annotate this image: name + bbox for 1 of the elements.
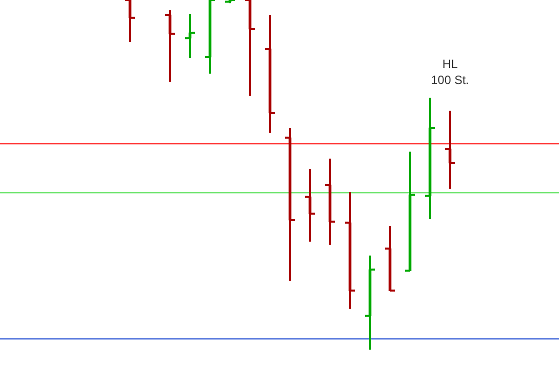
- annotation: HL 100 St.: [430, 57, 470, 87]
